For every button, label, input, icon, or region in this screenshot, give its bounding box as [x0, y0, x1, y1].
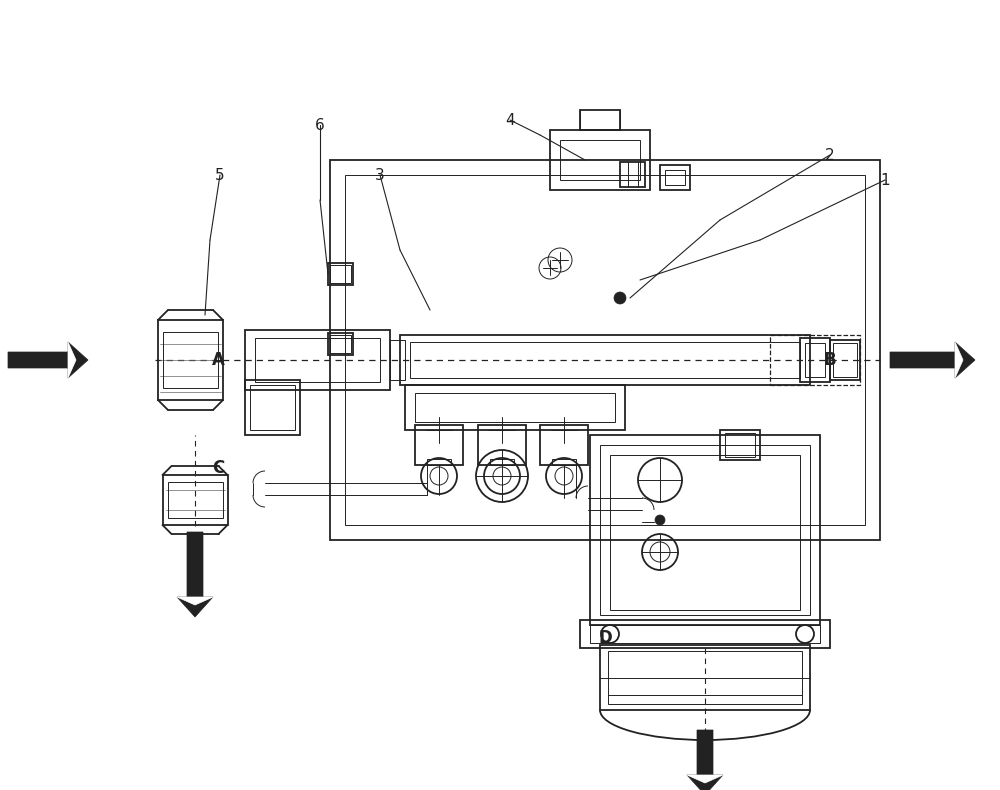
Bar: [405, 385, 625, 430]
Bar: [590, 625, 820, 643]
Bar: [390, 340, 405, 380]
Bar: [552, 459, 576, 465]
Bar: [330, 265, 351, 283]
Bar: [328, 333, 353, 355]
Polygon shape: [177, 597, 213, 605]
Bar: [560, 140, 640, 180]
Polygon shape: [687, 730, 723, 790]
Bar: [800, 338, 830, 382]
Bar: [245, 330, 390, 390]
Bar: [158, 320, 223, 400]
Bar: [415, 425, 463, 465]
Text: 3: 3: [375, 167, 385, 182]
Bar: [162, 475, 228, 525]
Bar: [163, 332, 218, 388]
Text: 6: 6: [315, 118, 325, 133]
Bar: [410, 342, 800, 378]
Bar: [830, 340, 860, 380]
Polygon shape: [890, 342, 975, 378]
Bar: [805, 343, 825, 377]
Bar: [550, 130, 650, 190]
Bar: [620, 162, 645, 187]
Bar: [665, 170, 685, 185]
Polygon shape: [955, 342, 963, 378]
Bar: [415, 393, 615, 422]
Bar: [400, 335, 810, 385]
Bar: [720, 430, 760, 460]
Text: D: D: [598, 629, 612, 647]
Bar: [590, 435, 820, 625]
Bar: [833, 343, 857, 377]
Text: C: C: [212, 459, 224, 477]
Text: 2: 2: [825, 148, 835, 163]
Bar: [168, 482, 222, 518]
Circle shape: [614, 292, 626, 304]
Bar: [725, 433, 755, 457]
Polygon shape: [177, 532, 213, 617]
Text: 5: 5: [215, 167, 225, 182]
Bar: [600, 445, 810, 615]
Bar: [608, 651, 802, 704]
Text: 1: 1: [880, 172, 890, 187]
Text: A: A: [212, 351, 224, 369]
Bar: [330, 160, 880, 540]
Bar: [540, 425, 588, 465]
Bar: [245, 380, 300, 435]
Bar: [427, 459, 451, 465]
Bar: [600, 645, 810, 710]
Bar: [660, 165, 690, 190]
Bar: [330, 335, 351, 353]
Polygon shape: [687, 775, 723, 783]
Bar: [770, 335, 860, 385]
Bar: [328, 263, 353, 285]
Bar: [478, 425, 526, 465]
Bar: [255, 338, 380, 382]
Polygon shape: [8, 342, 88, 378]
Circle shape: [655, 515, 665, 525]
Bar: [580, 110, 620, 130]
Text: B: B: [824, 351, 836, 369]
Bar: [250, 385, 295, 430]
Bar: [580, 620, 830, 648]
Bar: [490, 459, 514, 465]
Polygon shape: [68, 342, 76, 378]
Bar: [345, 175, 865, 525]
Text: 4: 4: [505, 112, 515, 127]
Bar: [610, 455, 800, 610]
